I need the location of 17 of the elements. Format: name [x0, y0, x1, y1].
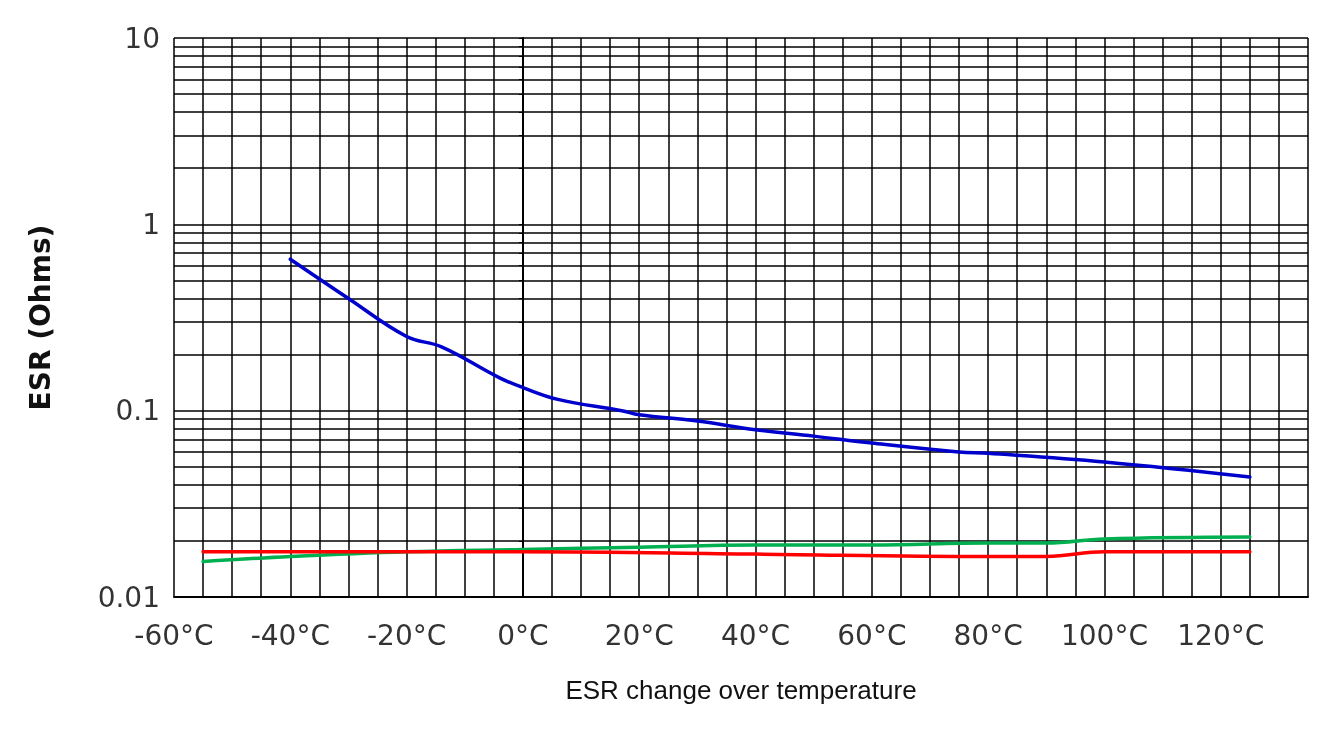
- line-series: [288, 257, 1252, 479]
- x-tick-label: 20°C: [604, 618, 674, 652]
- x-tick-label: -20°C: [366, 618, 447, 652]
- x-tick-label: 100°C: [1060, 618, 1148, 652]
- x-tick-label: -40°C: [250, 618, 330, 652]
- x-tick-label: 80°C: [953, 618, 1023, 652]
- x-tick-label: 60°C: [837, 618, 907, 652]
- y-axis-title: ESR (Ohms): [23, 224, 57, 411]
- y-tick-label: 1: [142, 207, 160, 241]
- x-tick-label: 0°C: [497, 618, 549, 652]
- x-tick-label: -60°C: [134, 618, 214, 652]
- x-tick-label: 40°C: [720, 618, 791, 652]
- y-tick-label: 10: [124, 21, 160, 55]
- y-tick-label: 0.01: [97, 580, 160, 614]
- y-tick-label: 0.1: [115, 394, 160, 428]
- x-axis-title: ESR change over temperature: [565, 675, 917, 705]
- x-tick-label: 120°C: [1177, 618, 1265, 652]
